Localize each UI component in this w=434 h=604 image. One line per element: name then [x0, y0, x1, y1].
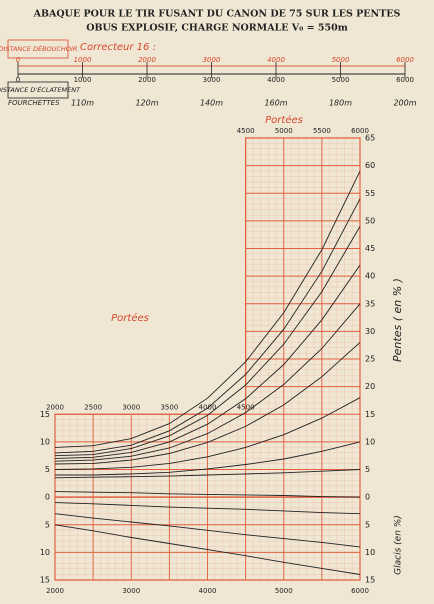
- x-tick-label-upper: 5000: [275, 127, 293, 135]
- burst-tick-label: 4000: [267, 76, 285, 84]
- y-tick-label-right: 5: [365, 465, 370, 474]
- curve: [54, 397, 361, 470]
- curve: [54, 264, 361, 459]
- range-label-lower: Portées: [111, 312, 149, 324]
- fuse-box: [7, 39, 69, 59]
- fuse-label: DISTANCE DÉBOUCHOIR: [0, 44, 77, 53]
- fuse-tick-label: 4000: [267, 56, 285, 64]
- y-tick-label-right: 50: [365, 216, 375, 225]
- y-tick-label-right: 35: [365, 299, 375, 308]
- curve: [54, 469, 361, 479]
- burst-tick-label: 3000: [203, 76, 221, 84]
- glacis-label: Glacis (en %): [394, 515, 404, 575]
- y-tick-label-right: 45: [365, 244, 375, 253]
- fuse-tick-label: 0: [16, 56, 21, 64]
- curve: [54, 226, 361, 457]
- y-axis-label: Pentes ( en % ): [391, 278, 404, 362]
- y-tick-label-right: 10: [365, 437, 375, 446]
- fork-value: 110m: [71, 99, 94, 108]
- fork-value: 160m: [264, 99, 287, 108]
- y-tick-label: 15: [40, 410, 50, 419]
- burst-tick-label: 0: [16, 76, 20, 84]
- fuse-tick-label: 2000: [138, 56, 156, 64]
- x-tick-label-top: 3000: [122, 403, 140, 411]
- y-tick-label: 5: [45, 520, 50, 529]
- x-tick-label: 3000: [122, 587, 140, 595]
- curve: [54, 303, 361, 462]
- burst-box: [7, 81, 69, 99]
- y-tick-label-right: 15: [365, 410, 375, 419]
- x-tick-label: 2000: [46, 587, 64, 595]
- x-tick-label: 6000: [351, 587, 369, 595]
- y-tick-label-right: 20: [365, 382, 375, 391]
- box-outline: [54, 137, 361, 581]
- y-tick-label-right: 10: [365, 548, 375, 557]
- y-tick-label-right: 55: [365, 189, 375, 198]
- curve: [54, 524, 361, 575]
- y-tick-label-right: 0: [365, 493, 370, 502]
- x-tick-label-upper: 4500: [237, 127, 255, 135]
- burst-tick-label: 5000: [332, 76, 350, 84]
- y-tick-label: 0: [45, 493, 50, 502]
- y-tick-label: 15: [40, 576, 50, 585]
- y-tick-label-right: 40: [365, 272, 375, 281]
- fuse-tick-label: 1000: [74, 56, 92, 64]
- fork-value: 140m: [200, 99, 223, 108]
- fuse-tick-label: 5000: [332, 56, 350, 64]
- curve: [54, 198, 361, 454]
- x-tick-label-upper: 6000: [351, 127, 369, 135]
- y-tick-label-right: 60: [365, 161, 375, 170]
- x-tick-label-upper: 5500: [313, 127, 331, 135]
- chart-subtitle: OBUS EXPLOSIF, CHARGE NORMALE V₀ = 550m: [86, 23, 348, 34]
- fork-value: 120m: [135, 99, 158, 108]
- y-tick-label: 10: [40, 548, 50, 557]
- fork-value: 180m: [329, 99, 352, 108]
- x-tick-label: 4000: [199, 587, 217, 595]
- fork-value: 200m: [393, 99, 416, 108]
- curve: [55, 441, 361, 476]
- y-tick-label: 5: [45, 465, 50, 474]
- burst-tick-label: 6000: [396, 76, 414, 84]
- curve: [54, 342, 361, 465]
- x-tick-label-top: 2500: [84, 403, 102, 411]
- y-tick-label-right: 30: [365, 327, 375, 336]
- curve: [54, 170, 361, 448]
- burst-label: DISTANCE D'ÉCLATEMENT: [0, 85, 81, 94]
- y-tick-label-right: 5: [365, 520, 370, 529]
- x-tick-label: 5000: [275, 587, 293, 595]
- y-tick-label-right: 25: [365, 355, 375, 364]
- fuse-tick-label: 3000: [203, 56, 221, 64]
- chart-title: ABAQUE POUR LE TIR FUSANT DU CANON DE 75…: [33, 9, 401, 20]
- y-tick-label-right: 65: [365, 134, 375, 143]
- x-tick-label-top: 3500: [160, 403, 178, 411]
- burst-tick-label: 1000: [74, 76, 92, 84]
- y-tick-label-right: 15: [365, 576, 375, 585]
- curve: [54, 513, 361, 548]
- burst-tick-label: 2000: [138, 76, 156, 84]
- curve: [54, 491, 361, 498]
- curve: [54, 502, 361, 515]
- range-label-upper: Portées: [265, 114, 303, 126]
- x-tick-label-top: 4000: [199, 403, 217, 411]
- corrector: Correcteur 16 :: [80, 42, 156, 53]
- y-tick-label: 10: [40, 437, 50, 446]
- fuse-tick-label: 6000: [396, 56, 414, 64]
- fork-label: FOURCHETTES: [8, 99, 60, 107]
- x-tick-label-top: 2000: [46, 403, 64, 411]
